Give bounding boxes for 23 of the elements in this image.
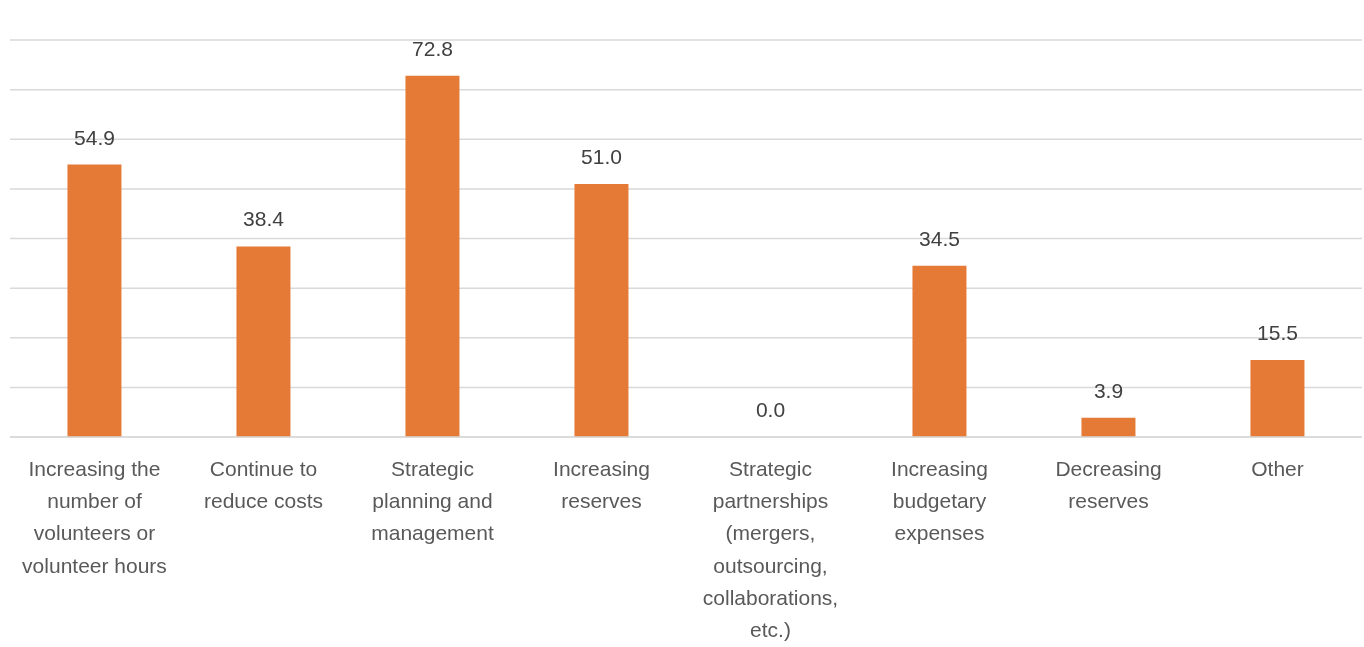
x-tick-label: Other [1251, 457, 1304, 480]
bar [1250, 360, 1305, 437]
data-label: 38.4 [243, 207, 285, 231]
x-tick-label: Strategic partnerships (mergers, outsourcing, collaborations, etc.) [702, 457, 839, 641]
bar [405, 75, 460, 437]
x-tick-label: Strategic planning and management [371, 457, 494, 545]
x-tick-label: Increasing budgetary expenses [891, 457, 988, 545]
x-tick-label: Decreasing reserves [1055, 457, 1162, 513]
bar [1081, 417, 1136, 437]
data-label: 72.8 [412, 36, 453, 60]
data-label: 3.9 [1093, 378, 1124, 402]
data-label: 15.5 [1257, 321, 1298, 345]
bar [912, 265, 967, 437]
bar [67, 164, 122, 437]
data-label: 34.5 [919, 226, 960, 250]
bar [574, 183, 629, 437]
data-label: 51.0 [581, 144, 622, 168]
x-tick-label: Increasing reserves [553, 457, 650, 513]
data-label: 0.0 [755, 398, 786, 421]
x-tick-label: Increasing the number of volunteers or volunteer hours [22, 457, 167, 577]
data-label: 54.9 [74, 125, 115, 149]
bar [236, 246, 291, 437]
x-tick-label: Continue to reduce costs [203, 457, 324, 513]
